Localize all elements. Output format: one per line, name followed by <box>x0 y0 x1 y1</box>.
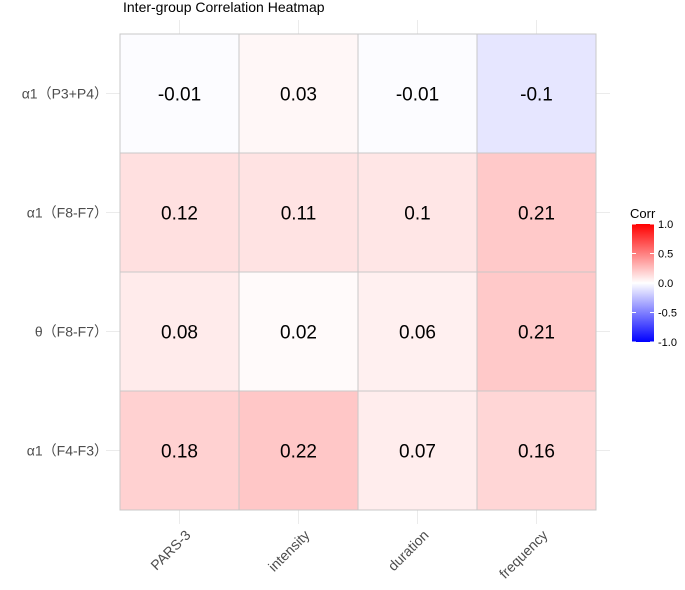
legend-tick-label: 1.0 <box>658 219 673 231</box>
heatmap-cell <box>357 152 478 273</box>
cell-value-label: -0.01 <box>158 85 201 106</box>
heatmap-cell <box>238 152 359 273</box>
legend-tick-label: 0.0 <box>658 278 673 290</box>
x-tick-label: PARS-3 <box>147 527 193 573</box>
cell-value-label: 0.03 <box>280 85 317 106</box>
legend-tick-label: -0.5 <box>658 308 677 320</box>
heatmap-cell <box>357 390 478 511</box>
x-tick-label: intensity <box>265 527 313 575</box>
cell-value-label: 0.08 <box>161 323 198 344</box>
heatmap-cell <box>357 271 478 392</box>
legend-title: Corr <box>630 206 656 221</box>
y-tick-label: α1（F8-F7） <box>27 205 108 221</box>
cell-value-label: 0.21 <box>518 204 555 225</box>
y-tick-label: α1（F4-F3） <box>27 443 108 459</box>
heatmap-cell <box>476 33 597 154</box>
cell-value-label: 0.07 <box>399 442 436 463</box>
legend-colorbar <box>632 224 654 342</box>
heatmap-cell <box>119 33 240 154</box>
x-tick-label: frequency <box>496 527 551 582</box>
heatmap-cells <box>119 33 597 511</box>
cell-value-label: 0.02 <box>280 323 317 344</box>
cell-value-label: -0.01 <box>396 85 439 106</box>
heatmap-cell <box>476 390 597 511</box>
cell-value-label: 0.21 <box>518 323 555 344</box>
x-tick-label: duration <box>385 527 432 574</box>
cell-value-label: 0.11 <box>281 204 317 225</box>
cell-value-label: 0.16 <box>518 442 555 463</box>
heatmap-cell <box>238 390 359 511</box>
y-tick-label: θ（F8-F7） <box>35 324 108 340</box>
cell-value-label: 0.22 <box>280 442 317 463</box>
chart-title: Inter-group Correlation Heatmap <box>123 0 325 15</box>
heatmap-cell <box>476 152 597 273</box>
heatmap-value-labels: -0.01 0.03 -0.01 -0.1 0.12 0.11 0.1 0.21 0.08 0.0… <box>158 85 555 463</box>
y-tick-label: α1（P3+P4） <box>22 86 108 102</box>
legend-tick-label: 0.5 <box>658 249 673 261</box>
cell-value-label: 0.18 <box>161 442 198 463</box>
heatmap-cell <box>119 390 240 511</box>
cell-value-label: 0.12 <box>161 204 198 225</box>
cell-value-label: -0.1 <box>520 85 553 106</box>
cell-value-label: 0.1 <box>404 204 430 225</box>
heatmap-cell <box>357 33 478 154</box>
cell-value-label: 0.06 <box>399 323 436 344</box>
heatmap-cell <box>476 271 597 392</box>
legend-tick-label: -1.0 <box>658 337 677 349</box>
heatmap-cell <box>238 33 359 154</box>
